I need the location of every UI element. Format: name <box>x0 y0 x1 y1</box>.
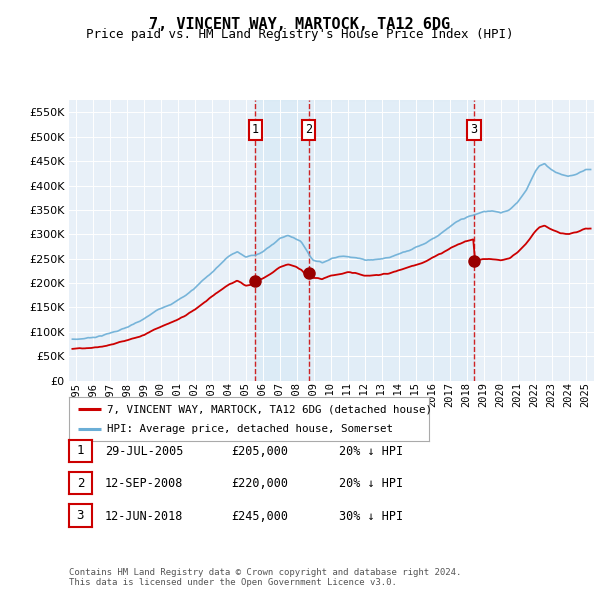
Text: Price paid vs. HM Land Registry's House Price Index (HPI): Price paid vs. HM Land Registry's House … <box>86 28 514 41</box>
Text: 7, VINCENT WAY, MARTOCK, TA12 6DG (detached house): 7, VINCENT WAY, MARTOCK, TA12 6DG (detac… <box>107 404 432 414</box>
Bar <box>256 100 308 381</box>
Text: 20% ↓ HPI: 20% ↓ HPI <box>339 477 403 490</box>
Text: 12-SEP-2008: 12-SEP-2008 <box>105 477 184 490</box>
Text: 7, VINCENT WAY, MARTOCK, TA12 6DG: 7, VINCENT WAY, MARTOCK, TA12 6DG <box>149 17 451 31</box>
Text: 29-JUL-2005: 29-JUL-2005 <box>105 445 184 458</box>
Text: 20% ↓ HPI: 20% ↓ HPI <box>339 445 403 458</box>
Text: 2: 2 <box>77 477 84 490</box>
Text: £205,000: £205,000 <box>231 445 288 458</box>
Text: 1: 1 <box>77 444 84 457</box>
Text: 3: 3 <box>77 509 84 522</box>
Text: 30% ↓ HPI: 30% ↓ HPI <box>339 510 403 523</box>
Text: 1: 1 <box>252 123 259 136</box>
Text: £220,000: £220,000 <box>231 477 288 490</box>
Text: HPI: Average price, detached house, Somerset: HPI: Average price, detached house, Some… <box>107 424 393 434</box>
Text: 2: 2 <box>305 123 312 136</box>
Bar <box>308 100 474 381</box>
Text: £245,000: £245,000 <box>231 510 288 523</box>
Text: 3: 3 <box>470 123 478 136</box>
Text: 12-JUN-2018: 12-JUN-2018 <box>105 510 184 523</box>
Text: Contains HM Land Registry data © Crown copyright and database right 2024.
This d: Contains HM Land Registry data © Crown c… <box>69 568 461 587</box>
